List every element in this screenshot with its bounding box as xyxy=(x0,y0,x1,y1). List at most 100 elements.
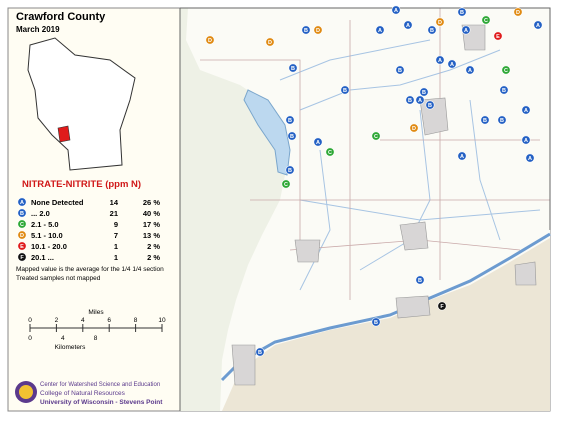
marker-letter: D xyxy=(516,10,520,16)
marker-symbol xyxy=(313,25,323,35)
marker-letter: B xyxy=(290,134,294,140)
streams xyxy=(279,39,541,291)
marker-letter: D xyxy=(20,233,24,239)
legend-percent: 2 % xyxy=(147,253,160,262)
marker-symbol xyxy=(480,115,490,125)
marker-symbol xyxy=(17,219,27,229)
marker-letter: B xyxy=(304,28,308,34)
marker-symbol xyxy=(465,65,475,75)
marker-letter: A xyxy=(20,200,24,206)
legend-count: 7 xyxy=(114,231,118,240)
marker-symbol xyxy=(457,7,467,17)
marker-letter: F xyxy=(20,255,24,261)
legend-count: 9 xyxy=(114,220,118,229)
marker-letter: A xyxy=(450,62,454,68)
scale-tick-label: 0 xyxy=(28,335,32,342)
marker-symbol xyxy=(205,35,215,45)
marker-symbol xyxy=(419,87,429,97)
marker-letter: C xyxy=(504,68,508,74)
marker-symbol xyxy=(371,131,381,141)
marker-letter: C xyxy=(484,18,488,24)
towns xyxy=(231,24,537,386)
marker-letter: B xyxy=(483,118,487,124)
marker-symbol xyxy=(403,20,413,30)
marker-letter: B xyxy=(500,118,504,124)
marker-letter: B xyxy=(418,278,422,284)
marker-symbol xyxy=(301,25,311,35)
legend-range: 20.1 ... xyxy=(31,253,54,262)
marker-symbol xyxy=(525,153,535,163)
marker-symbol xyxy=(405,95,415,105)
roads xyxy=(200,8,550,300)
title: Crawford County xyxy=(16,11,106,23)
legend-range: 10.1 - 20.0 xyxy=(31,242,67,251)
marker-symbol xyxy=(521,135,531,145)
marker-letter: B xyxy=(291,66,295,72)
marker-symbol xyxy=(435,17,445,27)
legend-percent: 13 % xyxy=(143,231,160,240)
legend-count: 21 xyxy=(110,209,118,218)
marker-letter: A xyxy=(468,68,472,74)
marker-letter: B xyxy=(422,90,426,96)
marker-symbol xyxy=(287,131,297,141)
scale-tick-label: 2 xyxy=(55,317,59,324)
marker-letter: D xyxy=(438,20,442,26)
legend-percent: 2 % xyxy=(147,242,160,251)
marker-letter: B xyxy=(460,10,464,16)
marker-letter: B xyxy=(408,98,412,104)
legend-percent: 26 % xyxy=(143,198,160,207)
legend: A None Detected 14 26 % B ... 2.0 21 40 % C 2.1 -… xyxy=(17,197,160,262)
marker-symbol xyxy=(17,197,27,207)
marker-symbol xyxy=(281,179,291,189)
marker-symbol xyxy=(17,230,27,240)
marker-symbol xyxy=(427,25,437,35)
legend-range: 5.1 - 10.0 xyxy=(31,231,63,240)
legend-range: ... 2.0 xyxy=(31,209,50,218)
marker-letter: D xyxy=(412,126,416,132)
marker-symbol xyxy=(285,165,295,175)
marker-symbol xyxy=(447,59,457,69)
logo-text: University of Wisconsin - Stevens Point xyxy=(40,399,163,406)
scale-tick-label: 6 xyxy=(107,317,111,324)
legend-range: None Detected xyxy=(31,198,84,207)
marker-symbol xyxy=(375,25,385,35)
logo: Center for Watershed Science and Educati… xyxy=(15,381,163,406)
mississippi-river xyxy=(243,89,291,176)
marker-symbol xyxy=(425,100,435,110)
marker-letter: F xyxy=(440,304,444,310)
marker-symbol xyxy=(313,137,323,147)
legend-count: 1 xyxy=(114,242,118,251)
marker-symbol xyxy=(285,115,295,125)
marker-symbol xyxy=(288,63,298,73)
crawford-highlight xyxy=(57,125,71,143)
scale-label: Miles xyxy=(88,309,104,316)
marker-symbol xyxy=(17,252,27,262)
logo-seal-inner xyxy=(19,385,33,399)
legend-note: Treated samples not mapped xyxy=(16,275,101,282)
scale-bar: Miles 0 2 4 6 8 10 0 4 8 Kilometers xyxy=(28,309,166,351)
legend-count: 1 xyxy=(114,253,118,262)
marker-symbol xyxy=(521,105,531,115)
scale-tick-label: 0 xyxy=(28,317,32,324)
marker-letter: A xyxy=(464,28,468,34)
south-land xyxy=(222,238,550,411)
logo-text: Center for Watershed Science and Educati… xyxy=(40,382,160,388)
marker-symbol xyxy=(17,208,27,218)
marker-letter: A xyxy=(316,140,320,146)
marker-letter: B xyxy=(428,103,432,109)
marker-letter: A xyxy=(460,154,464,160)
marker-symbol xyxy=(325,147,335,157)
marker-letter: B xyxy=(258,350,262,356)
county-boundary xyxy=(179,7,551,411)
marker-letter: C xyxy=(284,182,288,188)
marker-letter: B xyxy=(502,88,506,94)
legend-range: 2.1 - 5.0 xyxy=(31,220,59,229)
marker-letter: B xyxy=(343,88,347,94)
marker-letter: B xyxy=(288,118,292,124)
scale-label: Kilometers xyxy=(55,344,86,351)
legend-title: NITRATE-NITRITE (ppm N) xyxy=(22,179,141,190)
map-area xyxy=(179,7,551,411)
marker-letter: D xyxy=(208,38,212,44)
